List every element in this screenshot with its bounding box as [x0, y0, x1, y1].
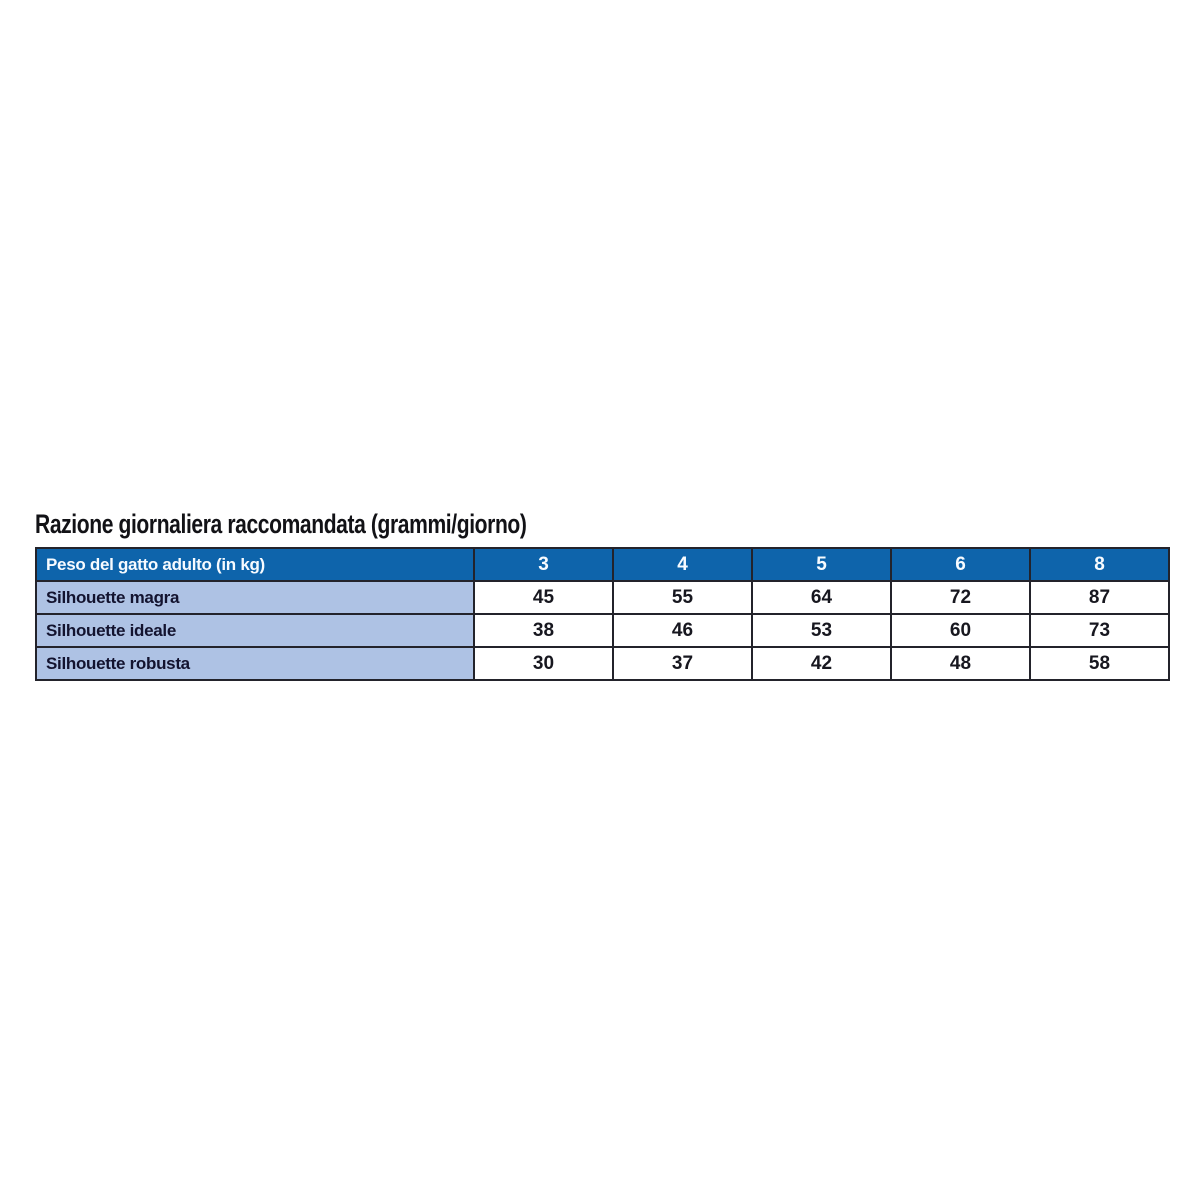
value-cell: 87 [1029, 580, 1170, 615]
value-cell: 73 [1029, 613, 1170, 648]
row-label: Silhouette robusta [35, 646, 475, 681]
value-cell: 37 [612, 646, 753, 681]
page-title: Razione giornaliera raccomandata (grammi… [35, 509, 527, 539]
value-cell: 58 [1029, 646, 1170, 681]
value-cell: 64 [751, 580, 892, 615]
value-cell: 72 [890, 580, 1031, 615]
column-header-weight: 8 [1029, 547, 1170, 582]
value-cell: 45 [473, 580, 614, 615]
value-cell: 53 [751, 613, 892, 648]
value-cell: 42 [751, 646, 892, 681]
row-label: Silhouette magra [35, 580, 475, 615]
table-row-silhouette-ideale: Silhouette ideale 38 46 53 60 73 [35, 613, 1170, 648]
header-row: Peso del gatto adulto (in kg) 3 4 5 6 8 [35, 547, 1170, 582]
value-cell: 60 [890, 613, 1031, 648]
column-header-weight: 5 [751, 547, 892, 582]
column-header-weight: 4 [612, 547, 753, 582]
column-header-weight: 3 [473, 547, 614, 582]
value-cell: 48 [890, 646, 1031, 681]
column-header-weight: 6 [890, 547, 1031, 582]
value-cell: 30 [473, 646, 614, 681]
header-weight-label: Peso del gatto adulto (in kg) [35, 547, 475, 582]
feeding-guide-table: Peso del gatto adulto (in kg) 3 4 5 6 8 … [35, 547, 1170, 681]
value-cell: 55 [612, 580, 753, 615]
table-row-silhouette-magra: Silhouette magra 45 55 64 72 87 [35, 580, 1170, 615]
row-label: Silhouette ideale [35, 613, 475, 648]
value-cell: 46 [612, 613, 753, 648]
table-row-silhouette-robusta: Silhouette robusta 30 37 42 48 58 [35, 646, 1170, 681]
value-cell: 38 [473, 613, 614, 648]
